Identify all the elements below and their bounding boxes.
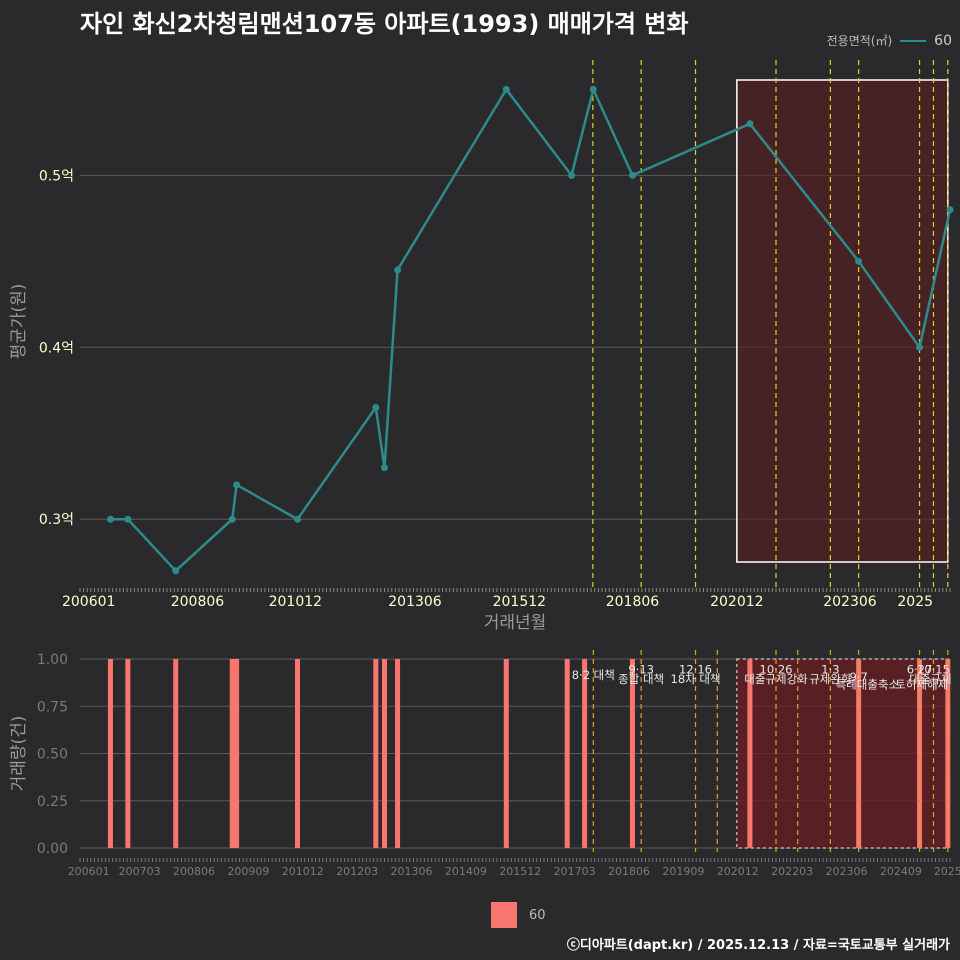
bar (173, 659, 179, 848)
bar-x-tick-label: 201203 (336, 865, 378, 878)
x-tick-label: 200601 (62, 594, 115, 610)
x-tick-label: 2025 (897, 594, 933, 610)
chart-title: 자인 화신2차청림맨션107동 아파트(1993) 매매가격 변화 (80, 10, 689, 38)
highlight-period-box (736, 79, 949, 563)
policy-annotation: 규제완화 (809, 672, 852, 686)
bar-x-tick-label: 2025 (934, 865, 960, 878)
bar-x-tick-label: 202306 (825, 865, 867, 878)
x-tick-label: 201512 (493, 594, 546, 610)
bar-x-tick-label: 201409 (445, 865, 487, 878)
data-point (628, 171, 636, 179)
legend-line-swatch (900, 39, 927, 42)
data-point (294, 515, 301, 523)
bar-y-tick-label: 0.50 (37, 747, 68, 763)
legend-title: 전용면적(㎡) (826, 34, 893, 48)
policy-annotation: 특례대출축소 (836, 677, 899, 691)
policy-annotation: 12·16 (679, 663, 712, 677)
policy-annotation: 10·26 (760, 663, 793, 677)
policy-annotation: 6·27 (907, 663, 933, 677)
bar-x-tick-label: 201703 (554, 865, 596, 878)
policy-annotation: 18차 대책 (671, 672, 721, 686)
bar-x-tick-label: 200806 (173, 865, 215, 878)
bar (564, 659, 570, 848)
policy-annotation: 대출규제 (909, 672, 951, 686)
data-point (568, 171, 576, 179)
x-tick-label: 202306 (823, 594, 877, 610)
bar-x-tick-label: 201806 (608, 865, 650, 878)
bar-x-tick-label: 202203 (771, 865, 813, 878)
legend-bar-value: 60 (529, 907, 546, 923)
bar-y-tick-label: 1.00 (37, 652, 68, 668)
policy-annotation: 10·15 (917, 663, 950, 677)
legend-top: 전용면적(㎡) 60 (827, 32, 952, 49)
policy-annotation: 9·7 (850, 670, 868, 684)
x-tick-label: 201012 (269, 594, 322, 610)
data-point (381, 464, 388, 472)
legend-value: 60 (934, 32, 952, 49)
data-point (502, 85, 510, 93)
data-point (233, 481, 241, 489)
y-axis-label: 평균가(원) (9, 284, 29, 360)
data-point (589, 85, 597, 93)
bar (229, 659, 235, 848)
x-tick-label: 202012 (710, 594, 763, 610)
bar (395, 659, 401, 848)
data-point (946, 206, 954, 214)
bar (582, 659, 588, 848)
data-point (746, 120, 754, 128)
credit-text: ⓒ디아파트(dapt.kr) / 2025.12.13 / 자료=국토교통부 실… (566, 938, 950, 953)
data-point (228, 515, 236, 523)
bar-x-tick-label: 202012 (717, 865, 759, 878)
bar-y-tick-label: 0.00 (37, 841, 68, 857)
policy-annotation: 8·2 대책 (572, 668, 615, 682)
bar-x-tick-label: 201012 (282, 865, 324, 878)
data-point (916, 343, 924, 351)
bar-x-tick-label: 200909 (227, 865, 269, 878)
data-point (855, 257, 863, 265)
bar-x-tick-label: 200601 (68, 865, 110, 878)
bar-y-axis-label: 거래량(건) (9, 716, 29, 792)
x-tick-label: 201806 (606, 594, 660, 610)
bar (107, 659, 113, 848)
bar (234, 659, 240, 848)
policy-annotation: 대출규제강화 (744, 672, 808, 686)
policy-annotation: 9·13 (628, 663, 654, 677)
bar (382, 659, 387, 848)
policy-annotation: 토허제해제 (895, 677, 948, 691)
policy-annotation: 1·3 (821, 663, 839, 677)
data-point (124, 515, 132, 523)
bar (373, 659, 379, 848)
bar-x-tick-label: 201306 (390, 865, 432, 878)
data-point (106, 515, 114, 523)
data-point (372, 403, 380, 411)
bar-x-tick-label: 201909 (662, 865, 704, 878)
bar-y-tick-label: 0.75 (37, 699, 68, 715)
bar-x-tick-label: 200703 (119, 865, 161, 878)
x-axis-label: 거래년월 (484, 613, 547, 633)
y-tick-label: 0.4억 (39, 340, 74, 356)
bar-x-tick-label: 202409 (880, 865, 922, 878)
bar (295, 659, 300, 848)
y-tick-label: 0.5억 (39, 168, 74, 184)
x-tick-label: 200806 (171, 594, 225, 610)
data-point (394, 266, 402, 274)
bar (747, 659, 753, 848)
bar (503, 659, 509, 848)
bar-y-tick-label: 0.25 (37, 794, 68, 810)
data-point (172, 567, 180, 575)
x-tick-label: 201306 (388, 594, 442, 610)
y-tick-label: 0.3억 (39, 512, 74, 528)
bar-x-tick-label: 201512 (499, 865, 541, 878)
policy-annotation: 종합 대책 (618, 672, 664, 686)
legend-bottom: 60 (491, 902, 546, 928)
bar (125, 659, 131, 848)
legend-bar-swatch (491, 902, 517, 928)
bar-highlight-period-box (736, 658, 949, 849)
bar (629, 659, 635, 848)
